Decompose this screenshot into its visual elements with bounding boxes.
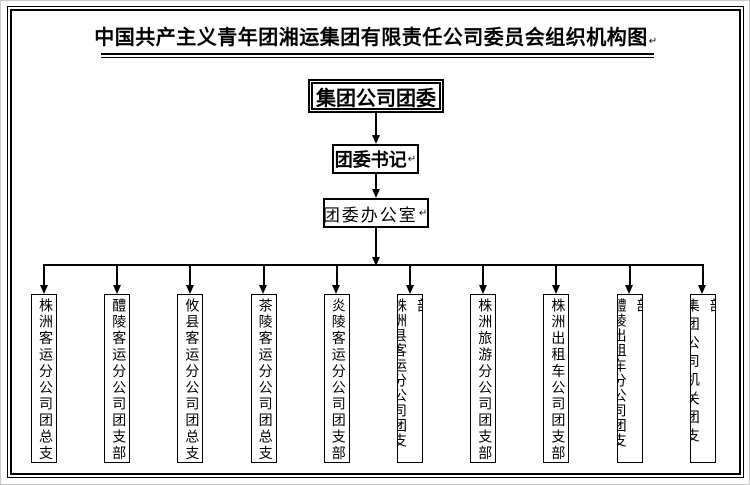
branch-box: 株洲出租车公司团支部 (543, 294, 570, 463)
connector-branch (335, 266, 338, 286)
connector-horizontal-rail (43, 264, 704, 266)
branch-label: 醴陵客运分公司团支部 (110, 298, 126, 462)
connector-top-to-secretary (375, 113, 377, 137)
paragraph-mark-icon: ↵ (418, 207, 430, 219)
title-underline-top (101, 53, 654, 55)
branch-box: 炎陵客运分公司团支部 (323, 294, 350, 463)
branch-label: 集团公司机关团支部 (689, 298, 716, 447)
arrowhead-icon (185, 285, 194, 294)
branch-label: 炎陵客运分公司团支部 (329, 298, 345, 462)
branch-box: 集团公司机关团支部 (689, 294, 716, 463)
connector-branch (262, 266, 265, 286)
branch-label: 株洲出租车公司团支部 (549, 298, 565, 462)
connector-branch (482, 266, 485, 286)
arrowhead-icon (112, 285, 121, 294)
arrowhead-icon (332, 285, 341, 294)
connector-branch (628, 266, 631, 286)
page-border (7, 6, 744, 478)
arrowhead-icon (39, 285, 48, 294)
arrowhead-icon (625, 285, 634, 294)
arrowhead-icon (405, 285, 414, 294)
node-label: 集团公司团委 (316, 87, 436, 110)
branch-label: 株洲旅游分公司团支部 (476, 298, 492, 462)
connector-branch (189, 266, 192, 286)
node-label: 团委办公室 (322, 205, 418, 225)
arrowhead-icon (371, 135, 380, 144)
branch-label: 醴陵出租车分公司团支部 (616, 298, 643, 448)
branch-box: 醴陵出租车分公司团支部 (616, 294, 643, 463)
node-label: 团委书记 (334, 150, 407, 170)
arrowhead-icon (371, 189, 380, 198)
arrowhead-icon (259, 285, 268, 294)
chart-title: 中国共产主义青年团湘运集团有限责任公司委员会组织机构图↵ (1, 21, 749, 50)
branch-box: 攸县客运分公司团总支 (177, 294, 204, 463)
title-underline-bottom (101, 56, 654, 58)
chart-title-text: 中国共产主义青年团湘运集团有限责任公司委员会组织机构图 (94, 27, 648, 49)
connector-branch (116, 266, 119, 286)
branch-box: 茶陵客运分公司团总支 (250, 294, 277, 463)
arrowhead-icon (371, 257, 380, 266)
connector-branch (43, 266, 45, 286)
page-border-inner (10, 9, 741, 475)
arrowhead-icon (478, 285, 487, 294)
node-committee-office: 团委办公室 ↵ (323, 198, 429, 228)
branch-label: 株洲客运分公司团总支 (37, 298, 52, 462)
branch-label: 株洲县客运分公司团支部 (397, 298, 423, 448)
branch-label: 攸县客运分公司团总支 (183, 298, 199, 462)
paragraph-mark-icon: ↵ (407, 153, 417, 165)
node-committee-secretary: 团委书记 ↵ (332, 144, 419, 174)
branch-box: 株洲旅游分公司团支部 (470, 294, 497, 463)
branch-box: 醴陵客运分公司团支部 (104, 294, 131, 463)
connector-office-to-branches (375, 228, 377, 257)
paragraph-mark-icon: ↵ (648, 36, 658, 47)
node-group-company-committee: 集团公司团委 (308, 79, 444, 113)
arrowhead-icon (698, 285, 707, 294)
connector-branch (701, 266, 704, 286)
branch-box: 株洲县客运分公司团支部 (397, 294, 423, 463)
connector-secretary-to-office (375, 174, 377, 190)
branch-label: 茶陵客运分公司团总支 (256, 298, 272, 462)
arrowhead-icon (551, 285, 560, 294)
connector-branch (555, 266, 558, 286)
branch-box: 株洲客运分公司团总支 (31, 294, 57, 463)
connector-branch (409, 266, 411, 286)
